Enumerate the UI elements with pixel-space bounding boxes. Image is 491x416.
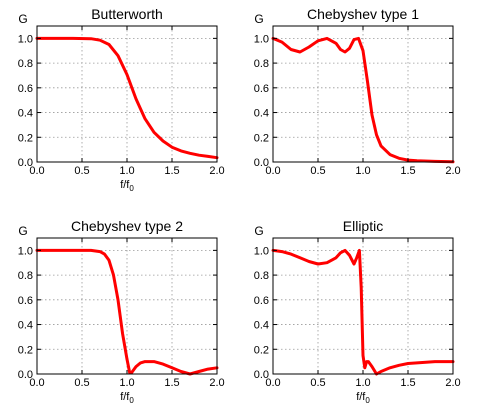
- x-tick-label: 0.0: [265, 377, 280, 389]
- y-tick-label: 1.0: [254, 245, 269, 257]
- response-curve-1: [271, 36, 455, 164]
- chart-panel-2: 0.0 0.5 1.0 1.5 2.0 0.0 0.2 0.4 0.6 0.8 1.0 Chebysh…: [254, 6, 461, 177]
- response-curve-1: [35, 248, 219, 376]
- x-tick-label: 0.5: [74, 377, 89, 389]
- y-tick-label: 0.8: [254, 270, 269, 282]
- x-tick-label: 0.0: [29, 377, 44, 389]
- y-tick-label: 0.2: [254, 132, 269, 144]
- x-tick-label: 2.0: [445, 165, 460, 177]
- y-tick-label: 1.0: [18, 245, 33, 257]
- x-tick-label: 2.0: [209, 377, 224, 389]
- x-axis-label: f/f0: [120, 391, 134, 405]
- x-tick-label: 0.5: [310, 377, 325, 389]
- x-tick-label: 0.5: [310, 165, 325, 177]
- y-axis-label: G: [254, 12, 263, 26]
- x-tick-label: 2.0: [209, 165, 224, 177]
- chart-title: Chebyshev type 1: [307, 6, 419, 22]
- chart-title: Butterworth: [91, 6, 163, 22]
- y-tick-label: 0.6: [254, 83, 269, 95]
- y-axis-label: G: [18, 12, 27, 26]
- y-tick-label: 0.0: [254, 157, 269, 169]
- x-tick-label: 1.0: [119, 377, 134, 389]
- y-tick-label: 0.4: [254, 320, 269, 332]
- x-tick-label: 0.0: [29, 165, 44, 177]
- x-tick-label: 1.5: [164, 165, 179, 177]
- y-tick-label: 0.0: [18, 157, 33, 169]
- x-tick-label: 1.0: [355, 377, 370, 389]
- x-tick-label: 0.5: [74, 165, 89, 177]
- y-axis-label: G: [254, 224, 263, 238]
- chart-title: Elliptic: [343, 218, 383, 234]
- chart-panel-1: 0.0 0.5 1.0 1.5 2.0 0.0 0.2 0.4 0.6 0.8 1.0 Butterw…: [18, 6, 225, 193]
- y-tick-label: 0.4: [18, 108, 33, 120]
- y-tick-label: 0.0: [18, 369, 33, 381]
- y-tick-label: 0.2: [18, 132, 33, 144]
- y-tick-label: 0.4: [18, 320, 33, 332]
- y-tick-label: 0.8: [18, 58, 33, 70]
- y-tick-label: 0.6: [18, 295, 33, 307]
- y-tick-label: 0.8: [18, 270, 33, 282]
- x-axis-label: f/f0: [356, 391, 370, 405]
- x-tick-label: 1.5: [400, 165, 415, 177]
- y-tick-label: 0.2: [18, 344, 33, 356]
- y-tick-label: 0.2: [254, 344, 269, 356]
- x-tick-label: 1.5: [164, 377, 179, 389]
- x-axis-label: f/f0: [120, 179, 134, 193]
- y-tick-label: 0.0: [254, 369, 269, 381]
- y-tick-label: 0.6: [18, 83, 33, 95]
- y-tick-label: 1.0: [18, 33, 33, 45]
- x-tick-label: 2.0: [445, 377, 460, 389]
- chart-title: Chebyshev type 2: [71, 218, 183, 234]
- x-tick-label: 1.5: [400, 377, 415, 389]
- response-curve-1: [271, 248, 455, 376]
- y-tick-label: 0.4: [254, 108, 269, 120]
- x-tick-label: 1.0: [355, 165, 370, 177]
- x-tick-label: 1.0: [119, 165, 134, 177]
- y-tick-label: 1.0: [254, 33, 269, 45]
- y-tick-label: 0.6: [254, 295, 269, 307]
- chart-panel-4: 0.0 0.5 1.0 1.5 2.0 0.0 0.2 0.4 0.6 0.8 1.0 Ellipti…: [254, 218, 461, 405]
- y-axis-label: G: [18, 224, 27, 238]
- chart-panel-3: 0.0 0.5 1.0 1.5 2.0 0.0 0.2 0.4 0.6 0.8 1.0 Chebysh…: [18, 218, 225, 405]
- response-curve-1: [35, 36, 219, 160]
- y-tick-label: 0.8: [254, 58, 269, 70]
- x-tick-label: 0.0: [265, 165, 280, 177]
